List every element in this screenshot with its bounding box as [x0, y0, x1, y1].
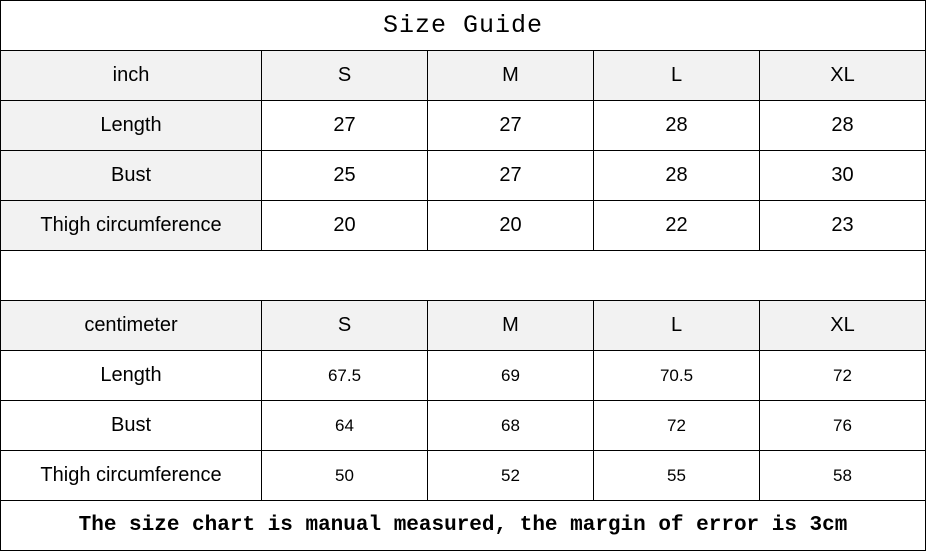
cell: 76: [758, 400, 927, 451]
cell: 72: [593, 400, 760, 451]
cell: 52: [427, 450, 594, 501]
cell: 27: [427, 150, 594, 201]
size-header: L: [593, 300, 760, 351]
size-header: L: [593, 50, 760, 101]
footer-note: The size chart is manual measured, the m…: [0, 500, 927, 551]
cell: 20: [261, 200, 428, 251]
page-title: Size Guide: [0, 0, 927, 51]
cell: 55: [593, 450, 760, 501]
cm-header-row: centimeter S M L XL: [0, 300, 927, 351]
cell: 28: [593, 150, 760, 201]
cell: 28: [593, 100, 760, 151]
table-row: Length 67.5 69 70.5 72: [0, 350, 927, 401]
table-row: Bust 64 68 72 76: [0, 400, 927, 451]
row-label: Length: [0, 350, 262, 401]
row-label: Bust: [0, 400, 262, 451]
cell: 27: [427, 100, 594, 151]
inch-header-row: inch S M L XL: [0, 50, 927, 101]
cell: 58: [758, 450, 927, 501]
unit-label: centimeter: [0, 300, 262, 351]
cell: 64: [261, 400, 428, 451]
cell: 20: [427, 200, 594, 251]
row-label: Thigh circumference: [0, 450, 262, 501]
size-header: XL: [758, 50, 927, 101]
table-row: Thigh circumference 50 52 55 58: [0, 450, 927, 501]
row-label: Thigh circumference: [0, 200, 262, 251]
cell: 28: [758, 100, 927, 151]
table-row: Length 27 27 28 28: [0, 100, 927, 151]
cell: 69: [427, 350, 594, 401]
table-row: Thigh circumference 20 20 22 23: [0, 200, 927, 251]
cell: 67.5: [261, 350, 428, 401]
size-header: XL: [758, 300, 927, 351]
cell: 23: [758, 200, 927, 251]
size-header: S: [261, 50, 428, 101]
cell: 30: [758, 150, 927, 201]
size-header: M: [427, 50, 594, 101]
cell: 70.5: [593, 350, 760, 401]
cell: 72: [758, 350, 927, 401]
cell: 22: [593, 200, 760, 251]
cell: 25: [261, 150, 428, 201]
size-header: S: [261, 300, 428, 351]
table-row: Bust 25 27 28 30: [0, 150, 927, 201]
cell: 50: [261, 450, 428, 501]
spacer-row: [0, 250, 927, 301]
size-header: M: [427, 300, 594, 351]
row-label: Length: [0, 100, 262, 151]
unit-label: inch: [0, 50, 262, 101]
cell: 68: [427, 400, 594, 451]
row-label: Bust: [0, 150, 262, 201]
cell: 27: [261, 100, 428, 151]
